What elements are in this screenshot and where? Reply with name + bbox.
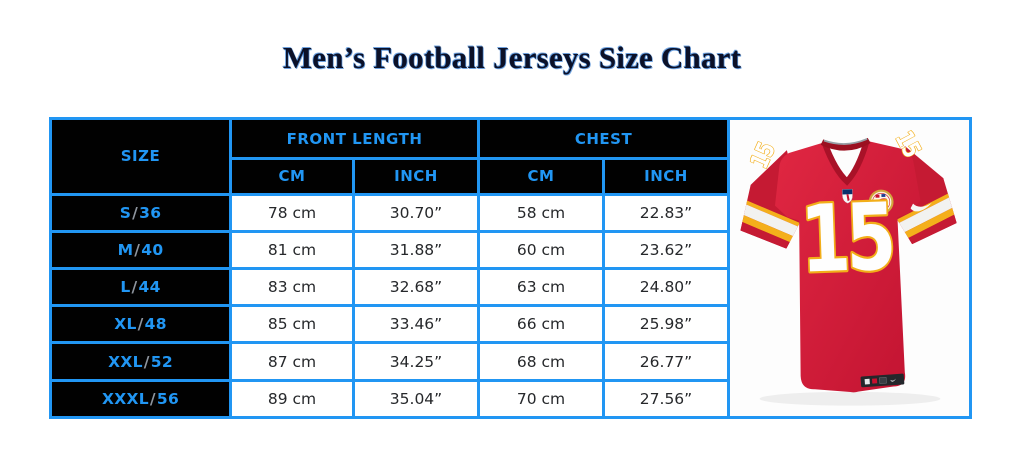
football-jersey-illustration: 15 15: [737, 126, 957, 406]
nike-swoosh-icon: [910, 202, 932, 212]
size-slash: /: [137, 315, 144, 334]
size-number: 44: [138, 278, 161, 297]
front-length-cm-cell: 85 cm: [229, 304, 355, 345]
size-letter: XXXL: [101, 389, 149, 408]
table-row: S/36 78 cm 30.70” 58 cm 22.83”: [49, 192, 971, 233]
size-letter: M: [117, 240, 134, 259]
front-length-cm-cell: 83 cm: [229, 266, 355, 308]
chest-inch-cell: 24.80”: [602, 266, 730, 308]
page-title: Men’s Football Jerseys Size Chart: [282, 40, 742, 75]
column-group-chest: CHEST: [477, 116, 730, 161]
subheader-front-inch: INCH: [352, 157, 480, 196]
front-length-cm-cell: 89 cm: [229, 378, 355, 420]
size-number: 40: [141, 240, 164, 259]
chest-cm-cell: 60 cm: [477, 229, 605, 270]
chest-inch-cell: 22.83”: [602, 192, 730, 233]
size-letter: XL: [114, 315, 137, 334]
size-cell: XXXL/56: [49, 378, 232, 420]
size-slash: /: [132, 203, 139, 222]
size-cell: XL/48: [49, 304, 232, 345]
table-row: XL/48 85 cm 33.46” 66 cm 25.98”: [49, 304, 971, 345]
nfl-shield-icon: [841, 188, 853, 204]
front-length-inch-cell: 34.25”: [352, 341, 480, 382]
svg-text:15: 15: [798, 183, 893, 294]
size-chart-table: SIZE FRONT LENGTH CHEST: [49, 116, 972, 420]
size-number: 36: [139, 203, 162, 222]
size-number: 52: [150, 352, 173, 371]
size-slash: /: [149, 389, 156, 408]
team-patch-icon: [868, 189, 894, 215]
front-length-cm-cell: 78 cm: [229, 192, 355, 233]
chest-cm-cell: 66 cm: [477, 304, 605, 345]
chest-inch-cell: 25.98”: [602, 304, 730, 345]
column-group-front-length: FRONT LENGTH: [229, 116, 480, 161]
front-length-inch-cell: 31.88”: [352, 229, 480, 270]
chest-cm-cell: 58 cm: [477, 192, 605, 233]
size-chart-container: SIZE FRONT LENGTH CHEST: [49, 116, 972, 420]
size-slash: /: [134, 240, 141, 259]
size-number: 56: [156, 389, 180, 408]
size-letter: S: [119, 203, 132, 222]
size-letter: L: [120, 278, 131, 297]
front-length-inch-cell: 30.70”: [352, 192, 480, 233]
chest-cm-cell: 70 cm: [477, 378, 605, 420]
size-cell: S/36: [49, 192, 232, 233]
front-length-cm-cell: 81 cm: [229, 229, 355, 270]
jersey-product-image: 15 15: [727, 117, 972, 419]
chest-inch-cell: 26.77”: [602, 341, 730, 382]
front-length-inch-cell: 35.04”: [352, 378, 480, 420]
chest-cm-cell: 63 cm: [477, 266, 605, 308]
front-length-cm-cell: 87 cm: [229, 341, 355, 382]
size-cell: M/40: [49, 229, 232, 270]
collar-inner-trim: [823, 138, 867, 145]
chest-inch-cell: 23.62”: [602, 229, 730, 270]
column-header-size: SIZE: [49, 117, 232, 196]
size-number: 48: [144, 315, 167, 334]
size-cell: L/44: [49, 266, 232, 308]
table-row: XXXL/56 89 cm 35.04” 70 cm 27.56”: [49, 378, 971, 420]
size-slash: /: [143, 352, 150, 371]
subheader-chest-inch: INCH: [602, 157, 730, 196]
chest-number: 15: [796, 181, 895, 296]
size-letter: XXL: [108, 352, 143, 371]
front-length-inch-cell: 33.46”: [352, 304, 480, 345]
subheader-front-cm: CM: [229, 157, 355, 196]
front-length-inch-cell: 32.68”: [352, 266, 480, 308]
table-row: M/40 81 cm 31.88” 60 cm 23.62”: [49, 229, 971, 270]
chest-inch-cell: 27.56”: [602, 378, 730, 420]
back-collar: [820, 137, 871, 151]
chest-cm-cell: 68 cm: [477, 341, 605, 382]
table-row: XXL/52 87 cm 34.25” 68 cm 26.77”: [49, 341, 971, 382]
table-row: L/44 83 cm 32.68” 63 cm 24.80”: [49, 266, 971, 308]
size-cell: XXL/52: [49, 341, 232, 382]
floor-shadow: [759, 391, 940, 406]
subheader-chest-cm: CM: [477, 157, 605, 196]
size-slash: /: [131, 278, 138, 297]
v-neck-collar: [821, 141, 869, 186]
jock-tag: [860, 373, 904, 388]
